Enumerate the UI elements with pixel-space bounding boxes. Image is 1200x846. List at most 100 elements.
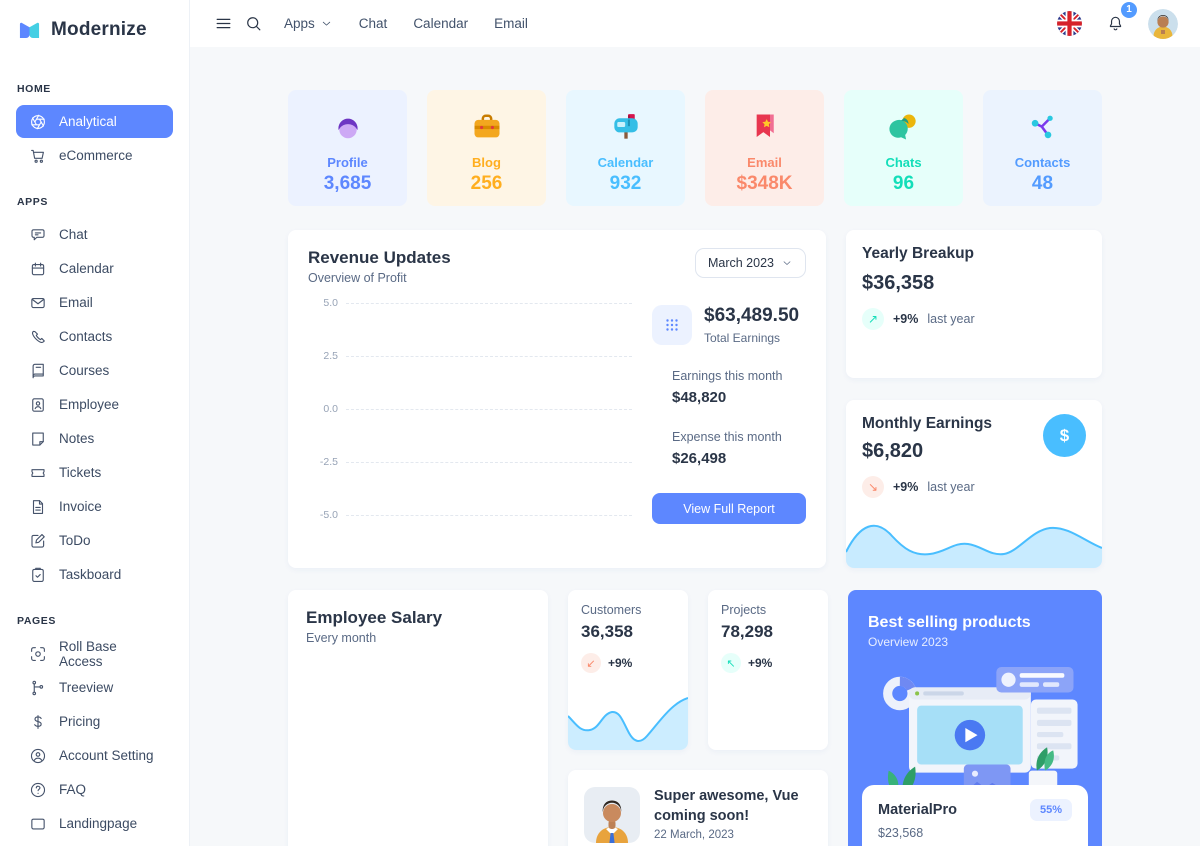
product-price: $23,568 xyxy=(878,826,924,840)
stat-card-contacts[interactable]: Contacts 48 xyxy=(983,90,1102,206)
chevron-down-icon xyxy=(320,17,333,30)
share-emoji-icon xyxy=(1023,107,1063,147)
gridline xyxy=(346,515,632,516)
book-icon xyxy=(29,362,47,380)
sidebar-section-label: HOME xyxy=(17,83,51,95)
sidebar-item-notes[interactable]: Notes xyxy=(16,422,173,455)
expense-label: Expense this month xyxy=(672,430,782,444)
sidebar-item-employee[interactable]: Employee xyxy=(16,388,173,421)
sidebar-item-ecommerce[interactable]: eCommerce xyxy=(16,139,173,172)
period-select[interactable]: March 2023 xyxy=(694,248,806,278)
stat-card-value: 3,685 xyxy=(323,173,372,194)
sidebar-item-pricing[interactable]: Pricing xyxy=(16,705,173,738)
access-icon xyxy=(29,645,47,663)
employee-salary-chart xyxy=(306,693,530,845)
brand-name: Modernize xyxy=(51,18,147,40)
best-selling-illustration xyxy=(862,663,1088,795)
best-selling-product-panel: MaterialPro 55% $23,568 xyxy=(862,785,1088,846)
stat-card-value: 932 xyxy=(609,173,642,194)
topnav-chat[interactable]: Chat xyxy=(359,16,388,31)
product-percent-badge: 55% xyxy=(1029,799,1072,821)
sidebar-item-roll-base-access[interactable]: Roll Base Access xyxy=(16,637,173,670)
revenue-title: Revenue Updates xyxy=(308,248,451,267)
cart-icon xyxy=(29,147,47,165)
sidebar-item-todo[interactable]: ToDo xyxy=(16,524,173,557)
topnav-calendar[interactable]: Calendar xyxy=(413,16,468,31)
yearly-delta: +9% xyxy=(893,312,919,326)
sidebar-item-label: Invoice xyxy=(59,499,102,514)
language-flag-button[interactable] xyxy=(1057,11,1082,36)
customers-value: 36,358 xyxy=(581,622,633,641)
yearly-breakup-card: Yearly Breakup $36,358 ↗ +9% last year xyxy=(846,230,1102,378)
sidebar-item-label: Roll Base Access xyxy=(59,638,117,669)
clipboard-icon xyxy=(29,566,47,584)
dollar-circle-icon: $ xyxy=(1043,414,1086,457)
stat-card-blog[interactable]: Blog 256 xyxy=(427,90,546,206)
sidebar-nav: HOME Analytical eCommerce APPS Chat Calendar E… xyxy=(0,47,189,846)
sidebar-item-label: FAQ xyxy=(59,782,87,797)
sidebar-item-label: eCommerce xyxy=(59,148,133,163)
earnings-label: Earnings this month xyxy=(672,369,783,383)
projects-card: Projects 78,298 ↖ +9% xyxy=(708,590,828,750)
monthly-earnings-card: Monthly Earnings $ $6,820 ↘ +9% last yea… xyxy=(846,400,1102,568)
brand-logo[interactable]: Modernize xyxy=(0,0,189,47)
stat-card-email[interactable]: Email $348K xyxy=(705,90,824,206)
dollar-icon xyxy=(29,713,47,731)
sidebar-item-label: Chat xyxy=(59,227,88,242)
monthly-earnings-title: Monthly Earnings xyxy=(862,415,993,432)
sidebar-item-chat[interactable]: Chat xyxy=(16,218,173,251)
topnav-email[interactable]: Email xyxy=(494,16,528,31)
view-full-report-button[interactable]: View Full Report xyxy=(652,493,806,524)
sidebar-item-email[interactable]: Email xyxy=(16,286,173,319)
grid-dots-icon xyxy=(652,305,692,345)
badge-icon xyxy=(29,396,47,414)
sidebar-item-analytical[interactable]: Analytical xyxy=(16,105,173,138)
menu-toggle-button[interactable] xyxy=(208,9,238,39)
sidebar-item-account-setting[interactable]: Account Setting xyxy=(16,739,173,772)
monthly-earnings-sparkline xyxy=(846,506,1102,568)
profile-emoji-icon xyxy=(328,107,368,147)
sidebar-item-treeview[interactable]: Treeview xyxy=(16,671,173,704)
stat-card-profile[interactable]: Profile 3,685 xyxy=(288,90,407,206)
sidebar-item-invoice[interactable]: Invoice xyxy=(16,490,173,523)
header-nav: Apps Chat Calendar Email xyxy=(284,16,528,31)
aperture-icon xyxy=(29,113,47,131)
projects-delta: +9% xyxy=(748,656,773,670)
search-button[interactable] xyxy=(238,9,268,39)
monthly-earnings-value: $6,820 xyxy=(862,440,924,462)
sidebar-item-taskboard[interactable]: Taskboard xyxy=(16,558,173,591)
sidebar-item-label: Treeview xyxy=(59,680,114,695)
stat-card-label: Blog xyxy=(472,155,501,170)
sidebar-item-courses[interactable]: Courses xyxy=(16,354,173,387)
announcement-texts: Super awesome, Vue coming soon! 22 March… xyxy=(654,787,814,841)
sidebar-item-contacts[interactable]: Contacts xyxy=(16,320,173,353)
uk-flag-icon xyxy=(1057,11,1082,36)
edit-icon xyxy=(29,532,47,550)
yearly-breakup-title: Yearly Breakup xyxy=(862,245,975,262)
header: Apps Chat Calendar Email 1 xyxy=(190,0,1200,47)
sidebar-item-widgets[interactable]: Widgets xyxy=(16,841,173,846)
topnav-apps[interactable]: Apps xyxy=(284,16,333,31)
customers-sparkline xyxy=(568,692,688,750)
sidebar-item-calendar[interactable]: Calendar xyxy=(16,252,173,285)
gridline xyxy=(346,409,632,410)
header-actions: 1 xyxy=(1057,1,1178,39)
sidebar-item-landingpage[interactable]: Landingpage xyxy=(16,807,173,840)
trend-up-left-icon: ↖ xyxy=(721,653,741,673)
stat-card-chats[interactable]: Chats 96 xyxy=(844,90,963,206)
trend-down-icon: ↘ xyxy=(862,476,884,498)
user-avatar-button[interactable] xyxy=(1148,8,1178,39)
expense-dot xyxy=(652,433,661,442)
sidebar-item-faq[interactable]: FAQ xyxy=(16,773,173,806)
browser-icon xyxy=(29,815,47,833)
notifications-bell-button[interactable] xyxy=(1100,9,1130,39)
yearly-delta-label: last year xyxy=(927,312,975,326)
expense-value: $26,498 xyxy=(672,450,727,467)
sidebar-item-tickets[interactable]: Tickets xyxy=(16,456,173,489)
announcement-card: Super awesome, Vue coming soon! 22 March… xyxy=(568,770,828,846)
stat-card-calendar[interactable]: Calendar 932 xyxy=(566,90,685,206)
y-axis-tick-label: 5.0 xyxy=(323,297,338,309)
y-axis-tick-label: 2.5 xyxy=(323,350,338,362)
gridline xyxy=(346,462,632,463)
top-stat-cards: Profile 3,685 Blog 256 Calendar 932 Email $348K… xyxy=(288,90,1102,206)
